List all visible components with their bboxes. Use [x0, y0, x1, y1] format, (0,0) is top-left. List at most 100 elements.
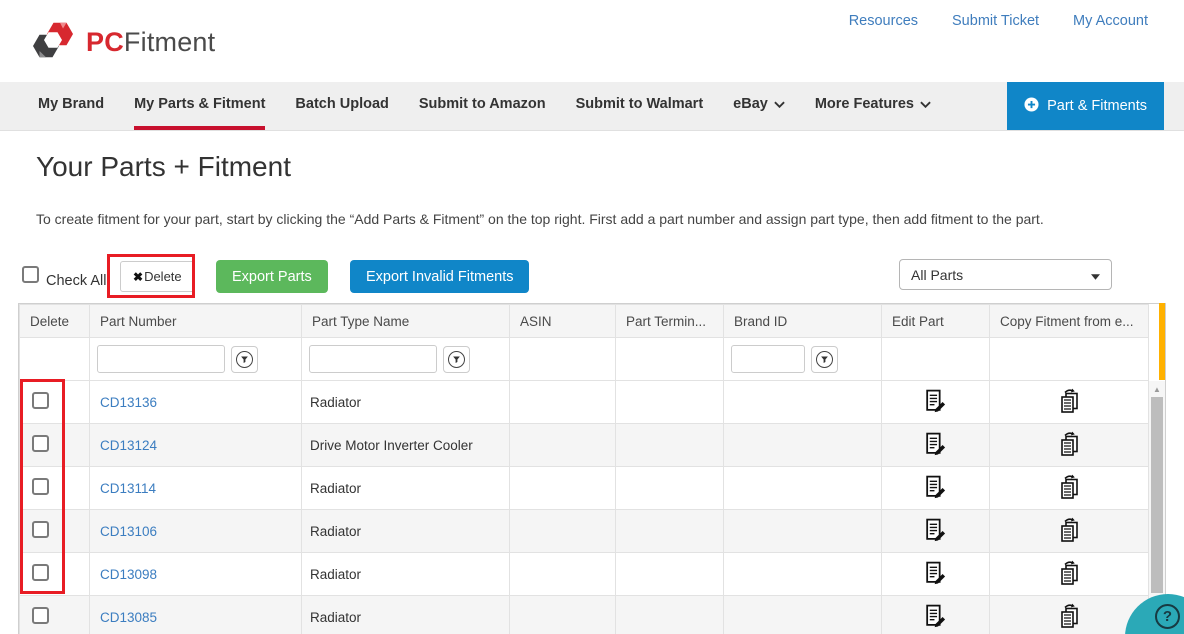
edit-part-icon[interactable]	[923, 431, 948, 459]
nav-submit-walmart[interactable]: Submit to Walmart	[575, 96, 704, 112]
export-parts-button[interactable]: Export Parts	[216, 260, 328, 293]
part-number-link[interactable]: CD13124	[100, 437, 158, 453]
add-button-label: Part & Fitments	[1047, 98, 1147, 114]
row-part-term-cell	[615, 595, 724, 634]
table-row: CD13106 Radiator	[19, 509, 1149, 553]
row-checkbox[interactable]	[32, 435, 49, 452]
delete-button-label: Delete	[144, 269, 182, 284]
nav-more-features[interactable]: More Features	[815, 82, 931, 130]
part-type-filter-button[interactable]	[443, 345, 470, 373]
pcfitment-logo-icon	[30, 19, 76, 66]
row-edit-cell	[881, 380, 990, 424]
brand-id-filter-button[interactable]	[811, 345, 838, 373]
table-header: Delete Part Number Part Type Name ASIN P…	[19, 304, 1149, 381]
chevron-down-icon	[920, 96, 931, 112]
row-copy-cell	[989, 466, 1149, 510]
col-edit-part[interactable]: Edit Part	[881, 304, 990, 338]
vertical-scrollbar[interactable]: ▲	[1148, 381, 1165, 634]
table-row: CD13098 Radiator	[19, 552, 1149, 596]
row-brand-id-cell	[723, 423, 882, 467]
scrollbar-thumb[interactable]	[1151, 397, 1163, 593]
part-number-link[interactable]: CD13098	[100, 566, 158, 582]
col-asin[interactable]: ASIN	[509, 304, 616, 338]
submit-ticket-link[interactable]: Submit Ticket	[952, 13, 1040, 29]
part-number-link[interactable]: CD13136	[100, 394, 158, 410]
row-brand-id-cell	[723, 509, 882, 553]
my-account-link[interactable]: My Account	[1073, 13, 1148, 29]
top-bar: PCFitment Resources Submit Ticket My Acc…	[0, 0, 1184, 82]
row-checkbox[interactable]	[32, 521, 49, 538]
edit-part-icon[interactable]	[923, 474, 948, 502]
row-copy-cell	[989, 509, 1149, 553]
copy-fitment-icon[interactable]	[1056, 474, 1082, 503]
row-part-term-cell	[615, 380, 724, 424]
row-part-type-cell: Drive Motor Inverter Cooler	[301, 423, 510, 467]
row-part-number-cell: CD13124	[89, 423, 302, 467]
row-edit-cell	[881, 509, 990, 553]
row-edit-cell	[881, 423, 990, 467]
scroll-up-icon[interactable]: ▲	[1153, 385, 1161, 394]
row-delete-cell	[19, 595, 90, 634]
copy-fitment-icon[interactable]	[1056, 431, 1082, 460]
col-copy-fitment[interactable]: Copy Fitment from e...	[989, 304, 1149, 338]
logo-fitment: Fitment	[123, 27, 216, 57]
col-part-terminology[interactable]: Part Termin...	[615, 304, 724, 338]
row-part-number-cell: CD13106	[89, 509, 302, 553]
nav-batch-upload[interactable]: Batch Upload	[295, 96, 389, 112]
nav-my-brand[interactable]: My Brand	[38, 96, 105, 112]
filter-copy-cell	[989, 337, 1149, 381]
export-invalid-fitments-button[interactable]: Export Invalid Fitments	[350, 260, 530, 293]
add-part-fitments-button[interactable]: Part & Fitments	[1007, 82, 1164, 130]
parts-filter-select[interactable]: All Parts	[899, 259, 1112, 290]
part-number-link[interactable]: CD13085	[100, 609, 158, 625]
row-part-term-cell	[615, 423, 724, 467]
table-row: CD13114 Radiator	[19, 466, 1149, 510]
part-number-filter-button[interactable]	[231, 345, 258, 373]
row-checkbox[interactable]	[32, 478, 49, 495]
row-asin-cell	[509, 380, 616, 424]
row-part-type-cell: Radiator	[301, 595, 510, 634]
copy-fitment-icon[interactable]	[1056, 560, 1082, 589]
pcfitment-logo[interactable]: PCFitment	[30, 19, 215, 66]
parts-filter-value: All Parts	[911, 266, 964, 283]
parts-table-grid: Delete Part Number Part Type Name ASIN P…	[19, 304, 1149, 634]
edit-part-icon[interactable]	[923, 388, 948, 416]
part-number-link[interactable]: CD13106	[100, 523, 158, 539]
filter-delete-cell	[19, 337, 90, 381]
nav-submit-amazon[interactable]: Submit to Amazon	[418, 96, 546, 112]
row-checkbox[interactable]	[32, 564, 49, 581]
part-type-filter-input[interactable]	[309, 345, 437, 373]
row-copy-cell	[989, 380, 1149, 424]
filter-edit-cell	[881, 337, 990, 381]
copy-fitment-icon[interactable]	[1056, 388, 1082, 417]
edit-part-icon[interactable]	[923, 560, 948, 588]
funnel-icon	[816, 350, 833, 368]
row-brand-id-cell	[723, 595, 882, 634]
part-number-link[interactable]: CD13114	[100, 480, 157, 496]
resources-link[interactable]: Resources	[848, 13, 919, 29]
funnel-icon	[448, 350, 465, 368]
row-copy-cell	[989, 552, 1149, 596]
nav-my-parts-fitment[interactable]: My Parts & Fitment	[134, 82, 266, 130]
brand-id-filter-input[interactable]	[731, 345, 805, 373]
row-checkbox[interactable]	[32, 607, 49, 624]
col-delete[interactable]: Delete	[19, 304, 90, 338]
edit-part-icon[interactable]	[923, 603, 948, 631]
row-checkbox[interactable]	[32, 392, 49, 409]
logo-wordmark: PCFitment	[86, 27, 215, 58]
logo-pc: PC	[86, 27, 124, 57]
part-number-filter-input[interactable]	[97, 345, 225, 373]
row-delete-cell	[19, 509, 90, 553]
table-row: CD13124 Drive Motor Inverter Cooler	[19, 423, 1149, 467]
col-brand-id[interactable]: Brand ID	[723, 304, 882, 338]
check-all-checkbox[interactable]	[22, 266, 39, 283]
copy-fitment-icon[interactable]	[1056, 603, 1082, 632]
delete-button[interactable]: ✖ Delete	[120, 261, 195, 292]
col-part-number[interactable]: Part Number	[89, 304, 302, 338]
filter-part-type-cell	[301, 337, 510, 381]
row-part-number-cell: CD13098	[89, 552, 302, 596]
edit-part-icon[interactable]	[923, 517, 948, 545]
col-part-type-name[interactable]: Part Type Name	[301, 304, 510, 338]
copy-fitment-icon[interactable]	[1056, 517, 1082, 546]
nav-ebay[interactable]: eBay	[733, 82, 785, 130]
